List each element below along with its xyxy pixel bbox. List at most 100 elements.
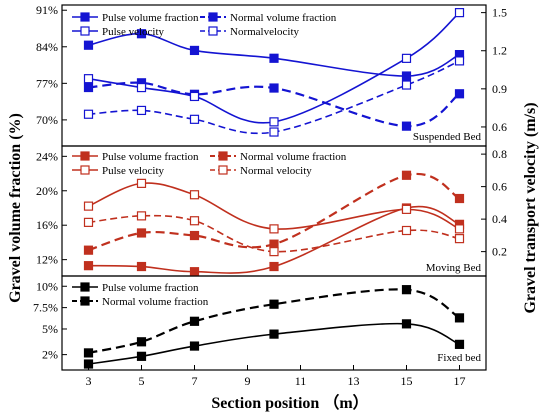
right-y-tick-label: 1.2: [492, 44, 507, 58]
x-tick-label: 9: [245, 374, 251, 388]
data-point: [269, 247, 279, 257]
left-y-tick-label: 12%: [36, 253, 58, 267]
x-tick-label: 11: [295, 374, 307, 388]
left-y-tick-label: 20%: [36, 184, 58, 198]
x-tick-label: 17: [454, 374, 466, 388]
legend-label: Normalvelocity: [230, 26, 300, 38]
data-point: [189, 114, 200, 124]
data-point: [189, 267, 200, 277]
right-y-tick-label: 0.8: [492, 147, 507, 161]
data-point: [83, 217, 94, 227]
data-point: [83, 40, 94, 50]
data-point: [189, 230, 200, 241]
legend-entry: Pulse velocity: [72, 26, 165, 38]
series-line: [88, 81, 461, 128]
data-point: [454, 89, 465, 99]
panel-suspended-bed: 91% 84% 77% 70% 1.5 1.2 0.9 0.6 Pulse volume fra…: [36, 3, 507, 147]
series-pulse-velocity: [83, 178, 465, 234]
data-point: [83, 109, 94, 119]
data-point: [454, 234, 465, 244]
left-y-tick-label: 5%: [42, 322, 58, 336]
legend-label: Normal volume fraction: [102, 296, 209, 308]
x-tick-label: 5: [139, 374, 145, 388]
data-point: [401, 204, 412, 214]
data-point: [189, 190, 200, 200]
data-point: [83, 82, 94, 93]
legend-label: Pulse velocity: [102, 26, 165, 38]
legend-label: Pulse volume fraction: [102, 282, 199, 294]
legend-entry: Pulse volume fraction: [72, 12, 199, 24]
legend-marker: [208, 12, 218, 22]
data-point: [269, 53, 279, 63]
legend-marker: [80, 296, 90, 306]
data-point: [136, 261, 147, 272]
left-y-tick-label: 24%: [36, 149, 58, 163]
data-point: [189, 316, 200, 326]
right-y-tick-label: 0.2: [492, 245, 507, 259]
legend-marker: [80, 282, 90, 292]
data-point: [401, 319, 412, 329]
legend-label: Pulse volume fraction: [102, 151, 199, 163]
legend-marker: [80, 151, 90, 161]
legend-entry: Normal volume fraction: [72, 296, 209, 308]
left-y-tick-label: 91%: [36, 3, 58, 17]
data-point: [401, 170, 412, 180]
series-pulse-volume-fraction: [83, 319, 465, 369]
legend-label: Normal volume fraction: [230, 12, 337, 24]
legend-entry: Normalvelocity: [200, 26, 300, 38]
data-point: [454, 193, 465, 204]
data-point: [83, 348, 94, 358]
legend-marker: [218, 151, 228, 161]
data-point: [136, 228, 147, 238]
data-point: [136, 178, 147, 188]
data-point: [189, 341, 200, 351]
axes-layer: 3 5 7 9 11 13 15 17: [86, 365, 466, 388]
data-point: [269, 127, 279, 137]
series-normalvelocity: [83, 56, 465, 137]
series-normal-volume-fraction: [83, 170, 465, 255]
data-point: [401, 80, 412, 90]
data-point: [454, 313, 465, 323]
legend-label: Pulse velocity: [102, 165, 165, 177]
data-point: [401, 53, 412, 63]
panel-label: Moving Bed: [426, 262, 482, 274]
legend-marker: [80, 165, 90, 175]
data-point: [401, 285, 412, 295]
right-y-axis-title: Gravel transport velocity (m/s): [522, 102, 539, 313]
data-point: [269, 239, 279, 249]
data-point: [83, 261, 94, 271]
data-point: [83, 245, 94, 255]
legend-entry: Pulse volume fraction: [72, 151, 199, 163]
x-tick-label: 13: [348, 374, 360, 388]
data-point: [269, 83, 279, 93]
panel-frame: [61, 275, 487, 371]
data-point: [83, 74, 94, 84]
panel-moving-bed: 24% 20% 16% 12% 0.8 0.6 0.4 0.2 Pulse volume fra…: [36, 145, 507, 277]
data-point: [136, 351, 147, 361]
legend-marker: [208, 26, 218, 36]
left-y-tick-label: 16%: [36, 218, 58, 232]
data-point: [269, 224, 279, 234]
data-point: [454, 56, 465, 66]
series-normal-volume-fraction: [83, 285, 465, 358]
data-point: [189, 216, 200, 226]
legend-entry: Pulse velocity: [72, 165, 165, 177]
data-point: [136, 337, 147, 347]
data-point: [269, 117, 279, 127]
legend-label: Normal velocity: [240, 165, 312, 177]
data-point: [454, 339, 465, 349]
x-tick-label: 15: [401, 374, 413, 388]
data-point: [136, 82, 147, 93]
right-y-tick-label: 0.6: [492, 120, 507, 134]
left-y-axis-title: Gravel volume fraction (%): [7, 113, 24, 303]
legend-label: Normal volume fraction: [240, 151, 347, 163]
right-y-tick-label: 1.5: [492, 6, 507, 20]
data-point: [401, 71, 412, 81]
series-normal-velocity: [83, 211, 465, 257]
series-pulse-volume-fraction: [83, 29, 465, 81]
panel-label: Fixed bed: [437, 352, 481, 364]
legend-entry: Normal volume fraction: [210, 151, 347, 163]
data-point: [269, 329, 279, 339]
